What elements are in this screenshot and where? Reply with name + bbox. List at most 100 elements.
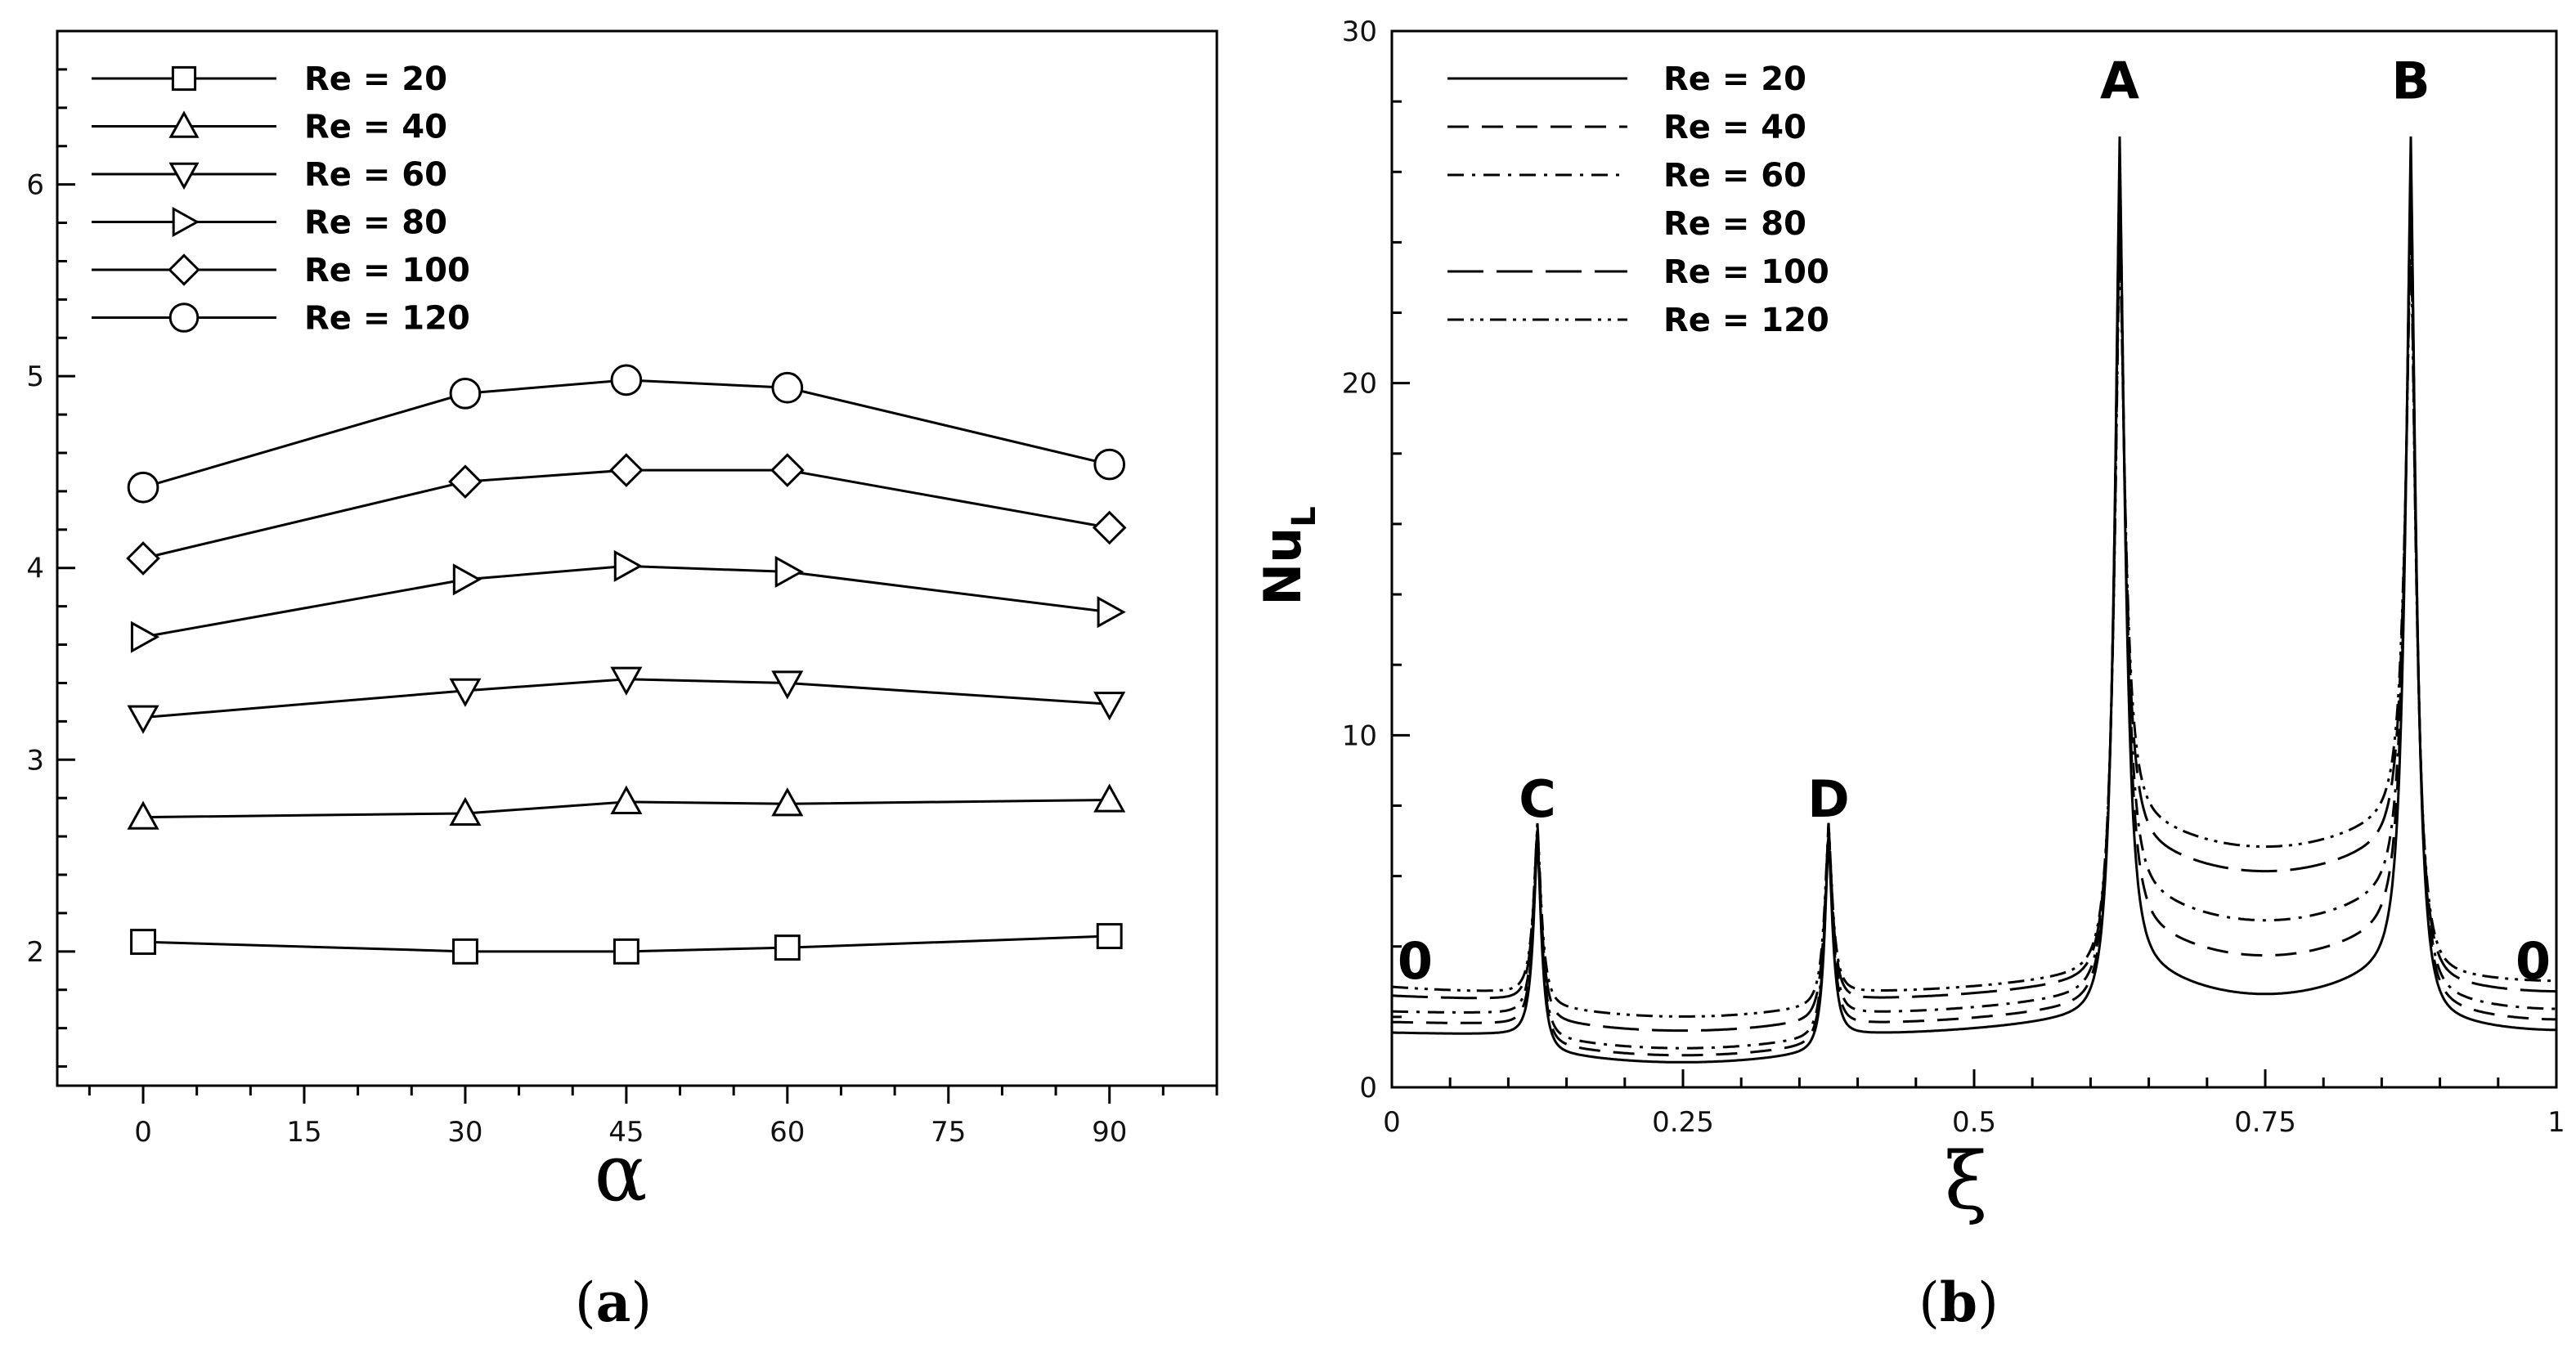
diamond-marker bbox=[770, 453, 805, 487]
series-a-5: Re = 120 bbox=[92, 300, 1126, 504]
series-a-0: Re = 20 bbox=[92, 60, 1123, 965]
legend-label: Re = 40 bbox=[1663, 109, 1806, 146]
triangle-right-marker bbox=[130, 621, 160, 653]
caption-open: ( bbox=[1919, 1271, 1940, 1334]
y-axis-title: NuL bbox=[1253, 506, 1323, 606]
y-tick-label: 3 bbox=[26, 744, 44, 777]
x-tick-label: 90 bbox=[1092, 1116, 1127, 1149]
legend-label: Re = 20 bbox=[1663, 60, 1806, 98]
caption-a: (a) bbox=[575, 1270, 652, 1334]
x-tick-label: 30 bbox=[447, 1116, 482, 1149]
circle-marker bbox=[1093, 448, 1126, 481]
annotation-b: B bbox=[2391, 51, 2430, 110]
triangle-down-marker bbox=[771, 670, 804, 700]
plot-frame-b bbox=[1390, 29, 2558, 1089]
x-tick-label: 1 bbox=[2547, 1106, 2565, 1139]
x-tick-label: 45 bbox=[608, 1116, 644, 1149]
triangle-right-marker bbox=[613, 549, 643, 582]
series-line bbox=[1391, 207, 2556, 1033]
x-tick-label: 0.5 bbox=[1952, 1106, 1996, 1139]
x-tick-label: 0 bbox=[134, 1116, 152, 1149]
y-tick-label: 10 bbox=[1342, 719, 1377, 752]
caption-b: (b) bbox=[1919, 1270, 1999, 1334]
diamond-marker bbox=[168, 253, 200, 286]
series-a-4: Re = 100 bbox=[92, 252, 1127, 576]
triangle-down-marker bbox=[449, 678, 482, 707]
triangle-right-marker bbox=[774, 555, 804, 588]
triangle-up-marker bbox=[127, 800, 159, 830]
caption-close: ) bbox=[1977, 1271, 1999, 1334]
annotation-d: D bbox=[1807, 769, 1849, 829]
triangle-right-marker bbox=[172, 206, 200, 238]
series-a-2: Re = 60 bbox=[92, 156, 1126, 734]
series-line bbox=[1392, 171, 2556, 1050]
caption-letter: a bbox=[596, 1270, 631, 1334]
series-line bbox=[1392, 154, 2556, 1057]
legend-label: Re = 60 bbox=[304, 156, 447, 194]
y-tick-label: 0 bbox=[1359, 1072, 1377, 1104]
diamond-marker bbox=[1092, 510, 1127, 545]
series-line bbox=[142, 564, 1110, 638]
square-marker bbox=[451, 938, 478, 965]
series-b-3: Re = 80 bbox=[1392, 189, 2556, 1042]
series-b-0: Re = 20 bbox=[1392, 60, 2556, 1064]
plot-frame-a bbox=[56, 29, 1218, 1087]
annotation-a: A bbox=[2100, 51, 2139, 110]
y-tick-label: 5 bbox=[26, 361, 44, 393]
legend-label: Re = 80 bbox=[1663, 205, 1806, 243]
series-line bbox=[1392, 136, 2556, 1064]
square-marker bbox=[774, 934, 801, 961]
triangle-down-marker bbox=[127, 705, 159, 734]
y-tick-label: 30 bbox=[1342, 16, 1377, 48]
y-axis-title-main: Nu bbox=[1253, 527, 1313, 606]
square-marker bbox=[130, 929, 156, 956]
diamond-marker bbox=[609, 453, 644, 487]
caption-letter: b bbox=[1940, 1270, 1977, 1334]
triangle-up-marker bbox=[1093, 783, 1126, 813]
diamond-marker bbox=[126, 541, 160, 576]
legend-label: Re = 120 bbox=[304, 300, 470, 338]
legend-label: Re = 120 bbox=[1663, 302, 1829, 339]
square-marker bbox=[613, 938, 640, 965]
triangle-down-marker bbox=[610, 666, 643, 696]
diamond-marker bbox=[448, 464, 482, 500]
x-tick-label: 60 bbox=[770, 1116, 805, 1149]
square-marker bbox=[1096, 923, 1123, 950]
triangle-down-marker bbox=[1093, 692, 1126, 721]
caption-close: ) bbox=[631, 1271, 652, 1334]
legend-label: Re = 40 bbox=[304, 109, 447, 146]
series-a-3: Re = 80 bbox=[92, 204, 1126, 653]
x-axis-title: α bbox=[595, 1127, 648, 1219]
x-tick-label: 75 bbox=[931, 1116, 966, 1149]
y-axis-title-subscript: L bbox=[1286, 506, 1323, 527]
annotation-zero: 0 bbox=[1398, 931, 1433, 991]
y-tick-label: 4 bbox=[26, 553, 44, 585]
series-line bbox=[1391, 224, 2556, 1018]
x-tick-label: 0.25 bbox=[1652, 1106, 1714, 1139]
x-tick-label: 0 bbox=[1383, 1106, 1401, 1139]
circle-marker bbox=[127, 471, 159, 504]
circle-marker bbox=[449, 377, 482, 410]
triangle-up-marker bbox=[771, 787, 804, 817]
y-tick-label: 20 bbox=[1342, 368, 1377, 401]
y-tick-label: 2 bbox=[26, 936, 44, 969]
legend-label: Re = 20 bbox=[304, 60, 447, 98]
annotation-zero: 0 bbox=[2515, 931, 2551, 991]
x-tick-label: 15 bbox=[286, 1116, 321, 1149]
triangle-right-marker bbox=[1097, 596, 1126, 629]
triangle-down-marker bbox=[168, 162, 200, 190]
annotation-c: C bbox=[1519, 769, 1556, 829]
series-line bbox=[1392, 189, 2556, 1042]
triangle-up-marker bbox=[168, 110, 200, 138]
series-b-2: Re = 60 bbox=[1392, 157, 2556, 1050]
y-tick-label: 6 bbox=[26, 169, 44, 202]
circle-marker bbox=[610, 364, 643, 397]
triangle-up-marker bbox=[449, 796, 482, 827]
legend-label: Re = 80 bbox=[304, 204, 447, 242]
triangle-right-marker bbox=[452, 563, 482, 596]
legend-label: Re = 100 bbox=[304, 252, 470, 289]
square-marker bbox=[171, 65, 197, 92]
circle-marker bbox=[771, 371, 804, 404]
